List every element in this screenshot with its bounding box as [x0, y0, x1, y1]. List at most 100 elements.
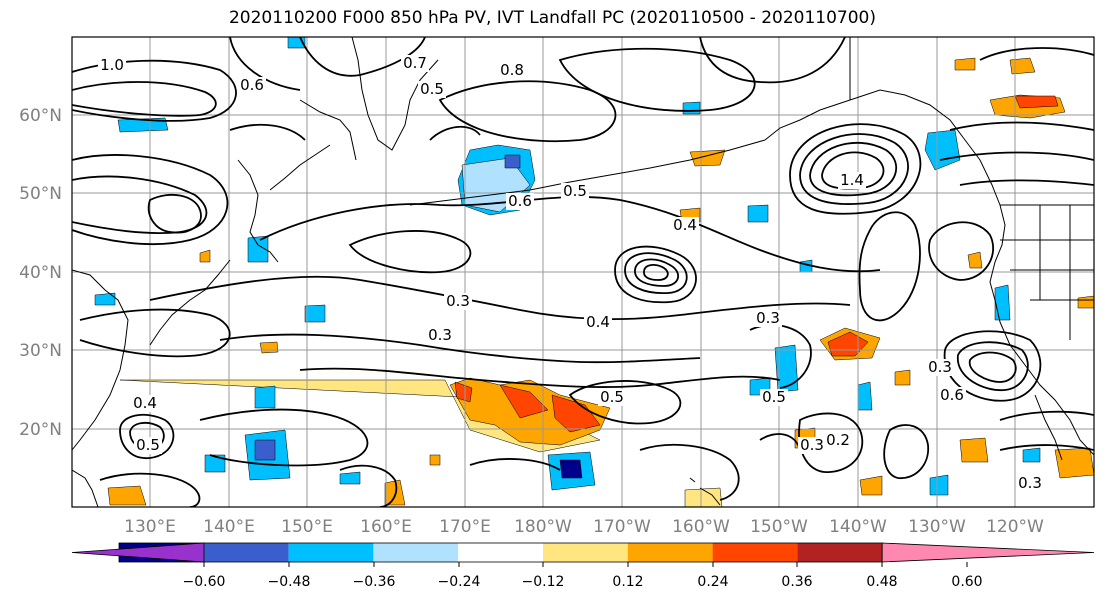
pv-contour: [339, 464, 398, 507]
pv-contour: [634, 258, 679, 287]
contour-label: 0.5: [136, 436, 160, 454]
pv-contour: [883, 424, 929, 479]
lon-label: 130°E: [124, 517, 176, 537]
contour-label: 1.4: [840, 171, 864, 189]
anomaly-region: [1022, 447, 1041, 463]
colorbar-segment: [712, 543, 798, 562]
contour-label-bg: [598, 389, 626, 406]
anomaly-region: [967, 251, 983, 269]
colorbar-tick-label: 0.60: [951, 574, 982, 590]
colorbar-extend-low: [71, 542, 205, 563]
anomaly-region: [994, 284, 1011, 321]
pv-contour: [614, 245, 697, 304]
anomaly-region: [429, 454, 441, 466]
contour-label-bg: [98, 57, 126, 74]
contour-label: 0.2: [826, 431, 850, 449]
colorbar-segment: [627, 543, 713, 562]
colorbar-segment: [203, 543, 289, 562]
pv-contour: [643, 264, 669, 281]
contour-label: 0.7: [403, 54, 427, 72]
contour-label: 0.6: [940, 386, 964, 404]
contour-label: 0.8: [500, 61, 524, 79]
contour-label-bg: [838, 172, 866, 189]
contour-label-bg: [671, 217, 699, 234]
lon-label: 140°W: [829, 517, 887, 537]
contour-label-bg: [426, 327, 454, 344]
anomaly-region: [454, 381, 473, 403]
colorbar-tick-label: 0.48: [866, 574, 897, 590]
anomaly-region: [1009, 57, 1036, 75]
anomaly-region: [504, 154, 521, 169]
colorbar-tick-label: −0.48: [268, 574, 311, 590]
contour-label: 0.3: [756, 309, 780, 327]
pv-contour: [999, 444, 1094, 451]
anomaly-region: [559, 459, 583, 479]
colorbar-segment: [373, 543, 459, 562]
pv-contour: [119, 413, 175, 459]
colorbar-segment: [288, 543, 374, 562]
pv-contour: [348, 230, 472, 274]
lon-label: 160°E: [360, 517, 412, 537]
anomaly-region: [117, 117, 169, 133]
anomaly-region: [959, 437, 989, 463]
contour-label: 0.5: [563, 182, 587, 200]
lat-label: 60°N: [19, 106, 62, 126]
coastline: [72, 269, 129, 451]
lon-label: 180°W: [514, 517, 572, 537]
colorbar-extend-high: [881, 542, 1095, 563]
coastline: [149, 259, 231, 346]
map-frame: [71, 36, 1095, 508]
anomaly-region: [774, 344, 799, 393]
colorbar: [71, 542, 1095, 563]
anomaly-region: [107, 485, 147, 506]
lat-label: 20°N: [19, 420, 62, 440]
colorbar-tick-label: 0.24: [697, 574, 728, 590]
anomaly-region: [204, 454, 226, 473]
contour-label: 0.5: [600, 388, 624, 406]
pv-contour: [699, 37, 846, 84]
contour-label: 0.5: [762, 388, 786, 406]
pv-contour: [229, 37, 301, 91]
anomaly-region: [304, 304, 326, 323]
pv-contour: [79, 308, 231, 358]
anomaly-region: [857, 381, 873, 411]
contour-label: 0.4: [586, 313, 610, 331]
anomaly-region: [684, 487, 723, 507]
contour-label: 0.4: [133, 394, 157, 412]
coastline: [409, 139, 766, 206]
pv-contour: [219, 333, 701, 364]
pv-contour: [959, 179, 1094, 186]
pv-contour: [72, 175, 208, 234]
pv-contour: [999, 410, 1094, 421]
contour-label-bg: [131, 395, 159, 412]
coastline: [237, 159, 279, 263]
colorbar-tick-label: −0.24: [438, 574, 481, 590]
contour-label-bg: [418, 81, 446, 98]
coastline: [269, 144, 331, 191]
contour-label-bg: [1016, 475, 1044, 492]
pv-contour: [99, 472, 201, 507]
pv-contour: [624, 252, 688, 294]
pv-contour: [858, 211, 921, 322]
anomaly-region: [339, 471, 361, 485]
coastline: [989, 204, 1094, 456]
coastline: [699, 487, 721, 506]
pv-contour: [72, 59, 237, 122]
contour-label-bg: [444, 293, 472, 310]
anomaly-region: [929, 474, 949, 496]
contour-label-bg: [498, 62, 526, 79]
contour-label-bg: [938, 387, 966, 404]
contour-label-bg: [134, 437, 162, 454]
colorbar-tick-label: −0.60: [183, 574, 226, 590]
colorbar-tick-label: −0.36: [353, 574, 396, 590]
pv-contour: [968, 351, 1017, 383]
anomaly-region: [894, 369, 911, 386]
pv-contour: [259, 196, 881, 273]
colorbar-segment: [543, 543, 628, 562]
anomaly-region: [259, 341, 279, 354]
pv-contour: [72, 81, 217, 117]
contour-label: 0.3: [800, 436, 824, 454]
contour-label-bg: [401, 55, 429, 72]
lat-label: 50°N: [19, 184, 62, 204]
